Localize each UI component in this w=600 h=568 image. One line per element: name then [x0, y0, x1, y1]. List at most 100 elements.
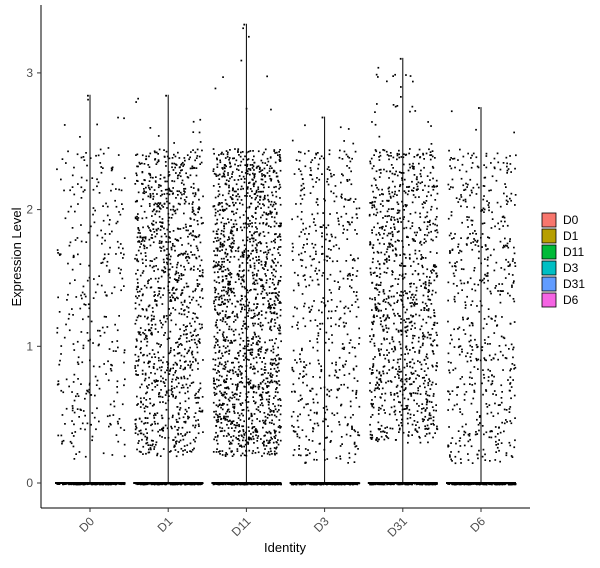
- data-point: [276, 410, 279, 413]
- data-point: [172, 169, 175, 171]
- data-point: [231, 391, 234, 394]
- data-point: [270, 372, 272, 375]
- data-point: [261, 402, 263, 404]
- data-point: [217, 195, 220, 198]
- data-point: [248, 418, 250, 420]
- data-point: [168, 157, 171, 160]
- data-point: [253, 288, 256, 291]
- data-point: [213, 271, 216, 274]
- data-point: [259, 241, 261, 243]
- data-point: [221, 245, 224, 248]
- data-point: [343, 483, 345, 486]
- data-point: [196, 285, 199, 287]
- data-point: [316, 341, 319, 344]
- data-point: [109, 368, 112, 370]
- data-point: [334, 369, 337, 372]
- data-point: [275, 287, 277, 290]
- data-point: [213, 300, 215, 302]
- data-point: [145, 483, 148, 485]
- data-point: [328, 149, 331, 152]
- data-point: [73, 399, 76, 402]
- data-point: [311, 305, 314, 308]
- data-point: [278, 151, 280, 153]
- data-point: [298, 150, 300, 153]
- data-point: [222, 402, 224, 405]
- data-point: [260, 394, 263, 396]
- data-point: [252, 237, 255, 240]
- data-point: [241, 377, 243, 379]
- data-point: [199, 264, 201, 267]
- data-point: [352, 367, 355, 370]
- data-point: [349, 223, 351, 226]
- data-point: [253, 303, 255, 306]
- data-point: [158, 184, 160, 186]
- data-point: [271, 413, 273, 416]
- data-point: [277, 439, 279, 441]
- data-point: [143, 245, 146, 248]
- data-point: [153, 483, 155, 485]
- data-point: [169, 370, 171, 372]
- data-point: [173, 162, 175, 165]
- data-point: [162, 448, 165, 450]
- data-point: [273, 397, 275, 399]
- data-point: [197, 208, 200, 210]
- data-point: [212, 266, 215, 269]
- data-point: [292, 246, 294, 249]
- data-point: [137, 191, 140, 194]
- data-point: [270, 240, 273, 243]
- data-point: [233, 190, 236, 193]
- data-point: [254, 239, 257, 241]
- data-point: [261, 380, 264, 383]
- data-point: [137, 165, 139, 168]
- data-point: [280, 358, 282, 360]
- data-point: [258, 262, 260, 264]
- data-point: [135, 272, 137, 275]
- data-point: [266, 452, 269, 455]
- data-point: [140, 340, 142, 343]
- data-point: [161, 193, 163, 196]
- data-point: [329, 273, 332, 276]
- data-point: [346, 333, 349, 336]
- data-point: [329, 441, 332, 443]
- data-point: [143, 247, 146, 250]
- data-point: [218, 363, 221, 365]
- data-point: [224, 298, 226, 301]
- data-point: [257, 370, 259, 373]
- data-point: [248, 182, 250, 184]
- data-point: [166, 180, 168, 183]
- data-point: [317, 167, 319, 170]
- data-point: [229, 246, 232, 248]
- data-point: [154, 423, 157, 425]
- data-point: [268, 302, 270, 305]
- data-point: [198, 410, 201, 412]
- data-point: [219, 265, 222, 268]
- data-point: [104, 233, 107, 235]
- data-point: [168, 216, 171, 219]
- data-point: [253, 442, 255, 444]
- data-point: [231, 369, 234, 371]
- data-point: [269, 248, 271, 251]
- data-point: [231, 302, 233, 305]
- data-point: [143, 210, 146, 213]
- data-point: [159, 401, 161, 404]
- data-point: [305, 373, 308, 376]
- data-point: [193, 265, 195, 268]
- data-point: [164, 332, 166, 334]
- data-point: [234, 148, 236, 150]
- data-point: [277, 179, 279, 182]
- data-point: [136, 278, 139, 281]
- data-point: [263, 211, 265, 214]
- data-point: [181, 179, 184, 182]
- data-point: [301, 293, 304, 295]
- data-point: [351, 304, 353, 306]
- data-point: [247, 443, 249, 445]
- data-point: [247, 441, 249, 444]
- data-point: [167, 417, 170, 420]
- data-point: [306, 454, 309, 456]
- data-point: [96, 379, 99, 382]
- data-point: [190, 382, 193, 384]
- data-point: [110, 423, 112, 426]
- data-point: [309, 310, 311, 313]
- data-point: [265, 218, 268, 220]
- data-point: [63, 189, 65, 192]
